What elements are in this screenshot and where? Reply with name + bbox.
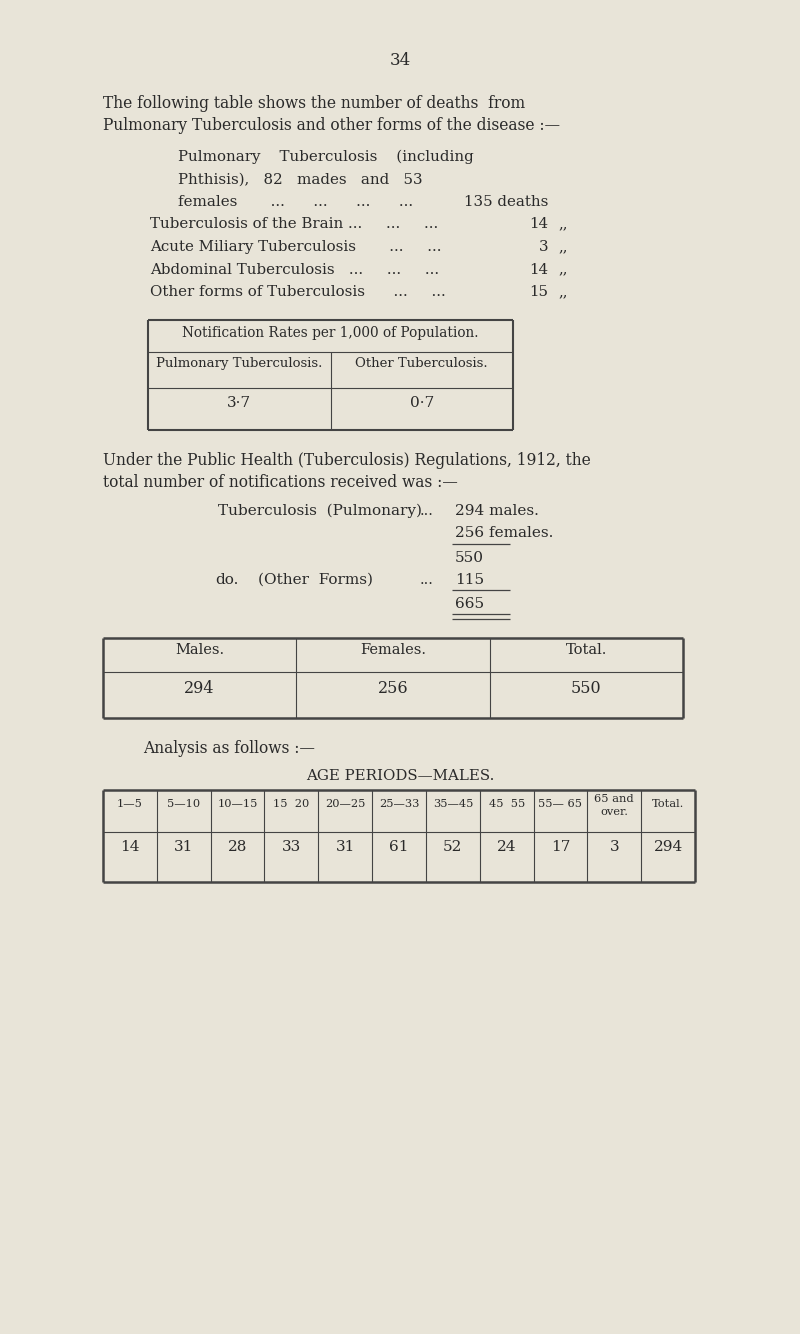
Text: ...: ... <box>420 504 434 518</box>
Text: Notification Rates per 1,000 of Population.: Notification Rates per 1,000 of Populati… <box>182 325 478 340</box>
Text: 55— 65: 55— 65 <box>538 799 582 808</box>
Text: The following table shows the number of deaths  from: The following table shows the number of … <box>103 95 525 112</box>
Text: 3·7: 3·7 <box>227 396 251 410</box>
Text: Other forms of Tuberculosis      ...     ...: Other forms of Tuberculosis ... ... <box>150 285 446 299</box>
Text: over.: over. <box>600 807 628 816</box>
Text: ,,: ,, <box>558 240 567 253</box>
Text: 20—25: 20—25 <box>325 799 366 808</box>
Text: 24: 24 <box>497 840 516 854</box>
Text: 33: 33 <box>282 840 301 854</box>
Text: 115: 115 <box>455 574 484 587</box>
Text: Abdominal Tuberculosis   ...     ...     ...: Abdominal Tuberculosis ... ... ... <box>150 263 439 276</box>
Text: 31: 31 <box>174 840 194 854</box>
Text: 31: 31 <box>335 840 355 854</box>
Text: 3: 3 <box>610 840 619 854</box>
Text: Pulmonary Tuberculosis and other forms of the disease :—: Pulmonary Tuberculosis and other forms o… <box>103 117 560 133</box>
Text: Tuberculosis of the Brain ...     ...     ...: Tuberculosis of the Brain ... ... ... <box>150 217 438 232</box>
Text: do.: do. <box>215 574 238 587</box>
Text: females       ...      ...      ...      ...: females ... ... ... ... <box>178 195 413 209</box>
Text: Other Tuberculosis.: Other Tuberculosis. <box>355 358 488 370</box>
Text: Females.: Females. <box>360 643 426 658</box>
Text: 14: 14 <box>529 217 548 232</box>
Text: Pulmonary    Tuberculosis    (including: Pulmonary Tuberculosis (including <box>178 149 474 164</box>
Text: 550: 550 <box>571 680 602 696</box>
Text: 550: 550 <box>455 551 484 566</box>
Text: Total.: Total. <box>652 799 684 808</box>
Text: 294: 294 <box>654 840 682 854</box>
Text: 65 and: 65 and <box>594 794 634 804</box>
Text: 34: 34 <box>390 52 410 69</box>
Text: AGE PERIODS—MALES.: AGE PERIODS—MALES. <box>306 768 494 783</box>
Text: 256: 256 <box>378 680 408 696</box>
Text: 1—5: 1—5 <box>117 799 143 808</box>
Text: 14: 14 <box>529 263 548 276</box>
Text: (Other  Forms): (Other Forms) <box>258 574 373 587</box>
Text: 52: 52 <box>443 840 462 854</box>
Text: ,,: ,, <box>558 263 567 276</box>
Text: 61: 61 <box>390 840 409 854</box>
Text: 256 females.: 256 females. <box>455 526 554 540</box>
Text: 135 deaths: 135 deaths <box>464 195 548 209</box>
Text: 10—15: 10—15 <box>218 799 258 808</box>
Text: 14: 14 <box>120 840 140 854</box>
Text: 0·7: 0·7 <box>410 396 434 410</box>
Text: 5—10: 5—10 <box>167 799 200 808</box>
Text: 15: 15 <box>529 285 548 299</box>
Text: 45  55: 45 55 <box>489 799 525 808</box>
Text: 35—45: 35—45 <box>433 799 473 808</box>
Text: ,,: ,, <box>558 285 567 299</box>
Text: 25—33: 25—33 <box>379 799 419 808</box>
Text: Phthisis),   82   mades   and   53: Phthisis), 82 mades and 53 <box>178 172 422 187</box>
Text: Acute Miliary Tuberculosis       ...     ...: Acute Miliary Tuberculosis ... ... <box>150 240 442 253</box>
Text: 28: 28 <box>228 840 247 854</box>
Text: Pulmonary Tuberculosis.: Pulmonary Tuberculosis. <box>156 358 322 370</box>
Text: ...: ... <box>420 574 434 587</box>
Text: 3: 3 <box>538 240 548 253</box>
Text: 294 males.: 294 males. <box>455 504 539 518</box>
Text: 294: 294 <box>185 680 215 696</box>
Text: 17: 17 <box>550 840 570 854</box>
Text: Tuberculosis  (Pulmonary): Tuberculosis (Pulmonary) <box>218 504 422 519</box>
Text: Males.: Males. <box>175 643 224 658</box>
Text: Under the Public Health (Tuberculosis) Regulations, 1912, the: Under the Public Health (Tuberculosis) R… <box>103 452 590 470</box>
Text: 665: 665 <box>455 598 484 611</box>
Text: 15  20: 15 20 <box>274 799 310 808</box>
Text: Analysis as follows :—: Analysis as follows :— <box>143 740 315 756</box>
Text: ,,: ,, <box>558 217 567 232</box>
Text: total number of notifications received was :—: total number of notifications received w… <box>103 474 458 491</box>
Text: Total.: Total. <box>566 643 607 658</box>
